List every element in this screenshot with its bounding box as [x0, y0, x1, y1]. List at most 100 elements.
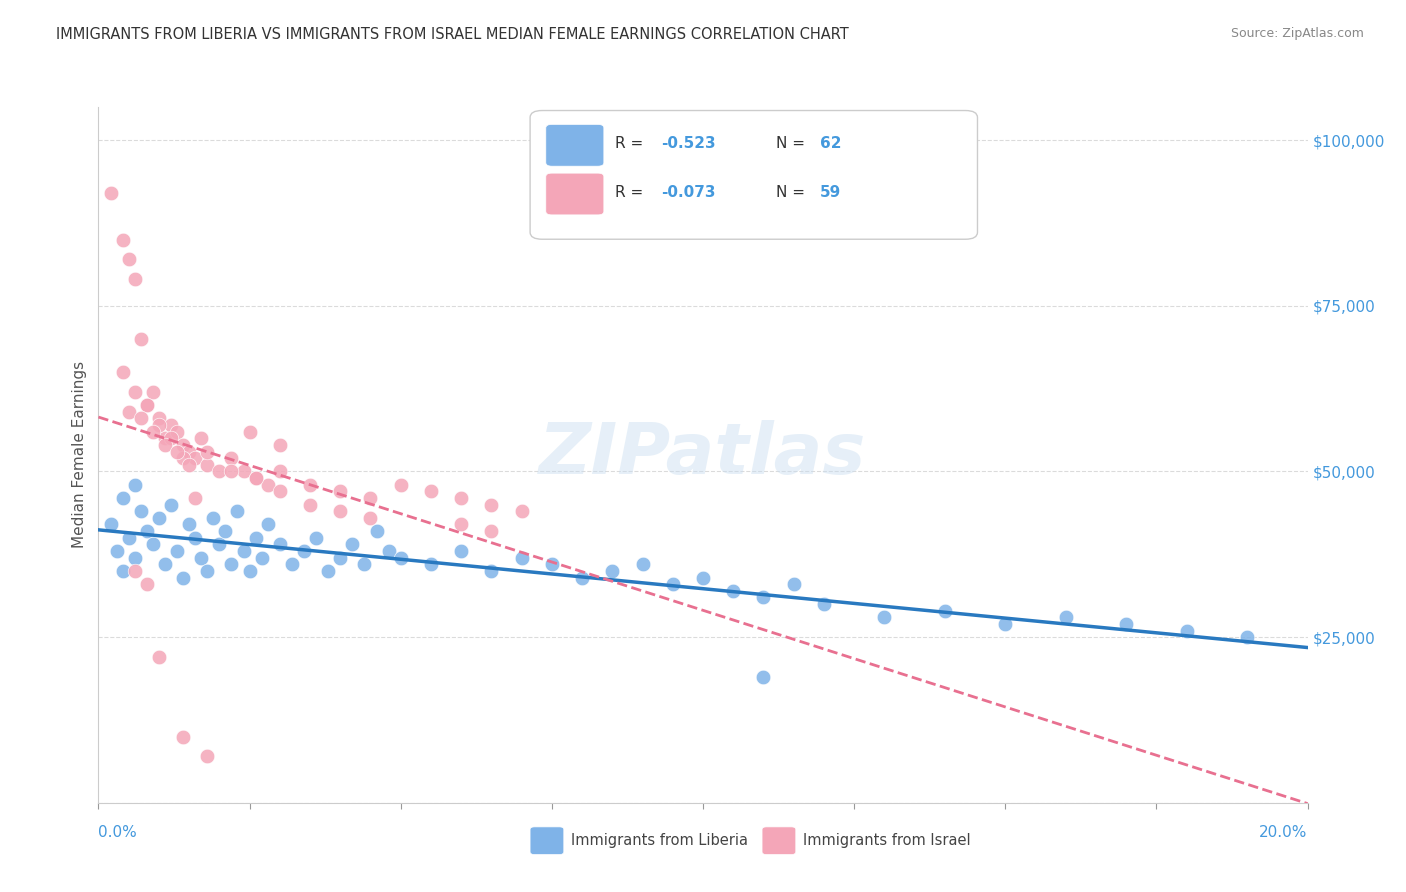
Point: [142, 384, 165, 399]
Point: [571, 570, 593, 584]
Point: [239, 564, 262, 578]
Point: [873, 610, 896, 624]
Point: [450, 544, 472, 558]
Text: Source: ZipAtlas.com: Source: ZipAtlas.com: [1230, 27, 1364, 40]
FancyBboxPatch shape: [546, 173, 603, 215]
Point: [177, 517, 201, 532]
Point: [166, 544, 188, 558]
Text: ZIPatlas: ZIPatlas: [540, 420, 866, 490]
Point: [129, 504, 152, 518]
Point: [419, 484, 441, 499]
Point: [208, 537, 231, 551]
Point: [221, 558, 243, 572]
Text: IMMIGRANTS FROM LIBERIA VS IMMIGRANTS FROM ISRAEL MEDIAN FEMALE EARNINGS CORRELA: IMMIGRANTS FROM LIBERIA VS IMMIGRANTS FR…: [56, 27, 849, 42]
Point: [239, 425, 262, 439]
Point: [256, 477, 278, 491]
Point: [510, 550, 533, 565]
Point: [208, 465, 231, 479]
Point: [214, 524, 236, 538]
Point: [166, 425, 188, 439]
Text: R =: R =: [614, 136, 648, 152]
Point: [342, 537, 364, 551]
Point: [100, 517, 122, 532]
FancyBboxPatch shape: [530, 111, 977, 239]
Point: [105, 544, 128, 558]
Point: [692, 570, 714, 584]
Point: [226, 504, 249, 518]
Point: [934, 604, 956, 618]
Point: [118, 405, 141, 419]
Point: [389, 477, 412, 491]
Point: [481, 498, 503, 512]
Point: [177, 458, 201, 472]
FancyBboxPatch shape: [546, 124, 603, 166]
Point: [177, 444, 201, 458]
Point: [190, 550, 212, 565]
Point: [118, 252, 141, 267]
Text: -0.523: -0.523: [661, 136, 716, 152]
Point: [1115, 616, 1137, 631]
Point: [135, 398, 157, 412]
Point: [360, 511, 382, 525]
Point: [269, 438, 291, 452]
Point: [256, 517, 278, 532]
Point: [129, 332, 152, 346]
Text: 0.0%: 0.0%: [98, 825, 138, 840]
Point: [195, 458, 218, 472]
Point: [172, 570, 194, 584]
Point: [160, 418, 183, 433]
Point: [135, 524, 157, 538]
Point: [129, 411, 152, 425]
Point: [299, 477, 322, 491]
Point: [153, 558, 176, 572]
Point: [118, 531, 141, 545]
Point: [782, 577, 804, 591]
Point: [316, 564, 339, 578]
Point: [142, 425, 165, 439]
Point: [245, 531, 267, 545]
Point: [153, 431, 176, 445]
Point: [153, 438, 176, 452]
Point: [366, 524, 388, 538]
Point: [221, 465, 243, 479]
Point: [419, 558, 441, 572]
Point: [269, 537, 291, 551]
Point: [221, 451, 243, 466]
Point: [481, 524, 503, 538]
Point: [245, 471, 267, 485]
Point: [1175, 624, 1198, 638]
Point: [190, 431, 212, 445]
Point: [602, 564, 624, 578]
Point: [148, 511, 170, 525]
Point: [377, 544, 399, 558]
Point: [450, 517, 472, 532]
Point: [160, 498, 183, 512]
Point: [353, 558, 375, 572]
Text: 59: 59: [820, 186, 842, 200]
Point: [184, 491, 207, 505]
Point: [111, 365, 134, 379]
Point: [184, 451, 207, 466]
Point: [752, 591, 775, 605]
Point: [135, 398, 157, 412]
Point: [752, 670, 775, 684]
Point: [329, 484, 352, 499]
Point: [540, 558, 562, 572]
Point: [195, 564, 218, 578]
Point: [389, 550, 412, 565]
Point: [661, 577, 683, 591]
Point: [148, 650, 170, 665]
Point: [232, 465, 254, 479]
Point: [124, 384, 146, 399]
Point: [172, 438, 194, 452]
Point: [329, 550, 352, 565]
Point: [172, 730, 194, 744]
Point: [299, 498, 322, 512]
Point: [111, 491, 134, 505]
Point: [450, 491, 472, 505]
Point: [281, 558, 304, 572]
Text: Immigrants from Israel: Immigrants from Israel: [803, 833, 970, 848]
Point: [172, 451, 194, 466]
Point: [510, 504, 533, 518]
Point: [135, 577, 157, 591]
